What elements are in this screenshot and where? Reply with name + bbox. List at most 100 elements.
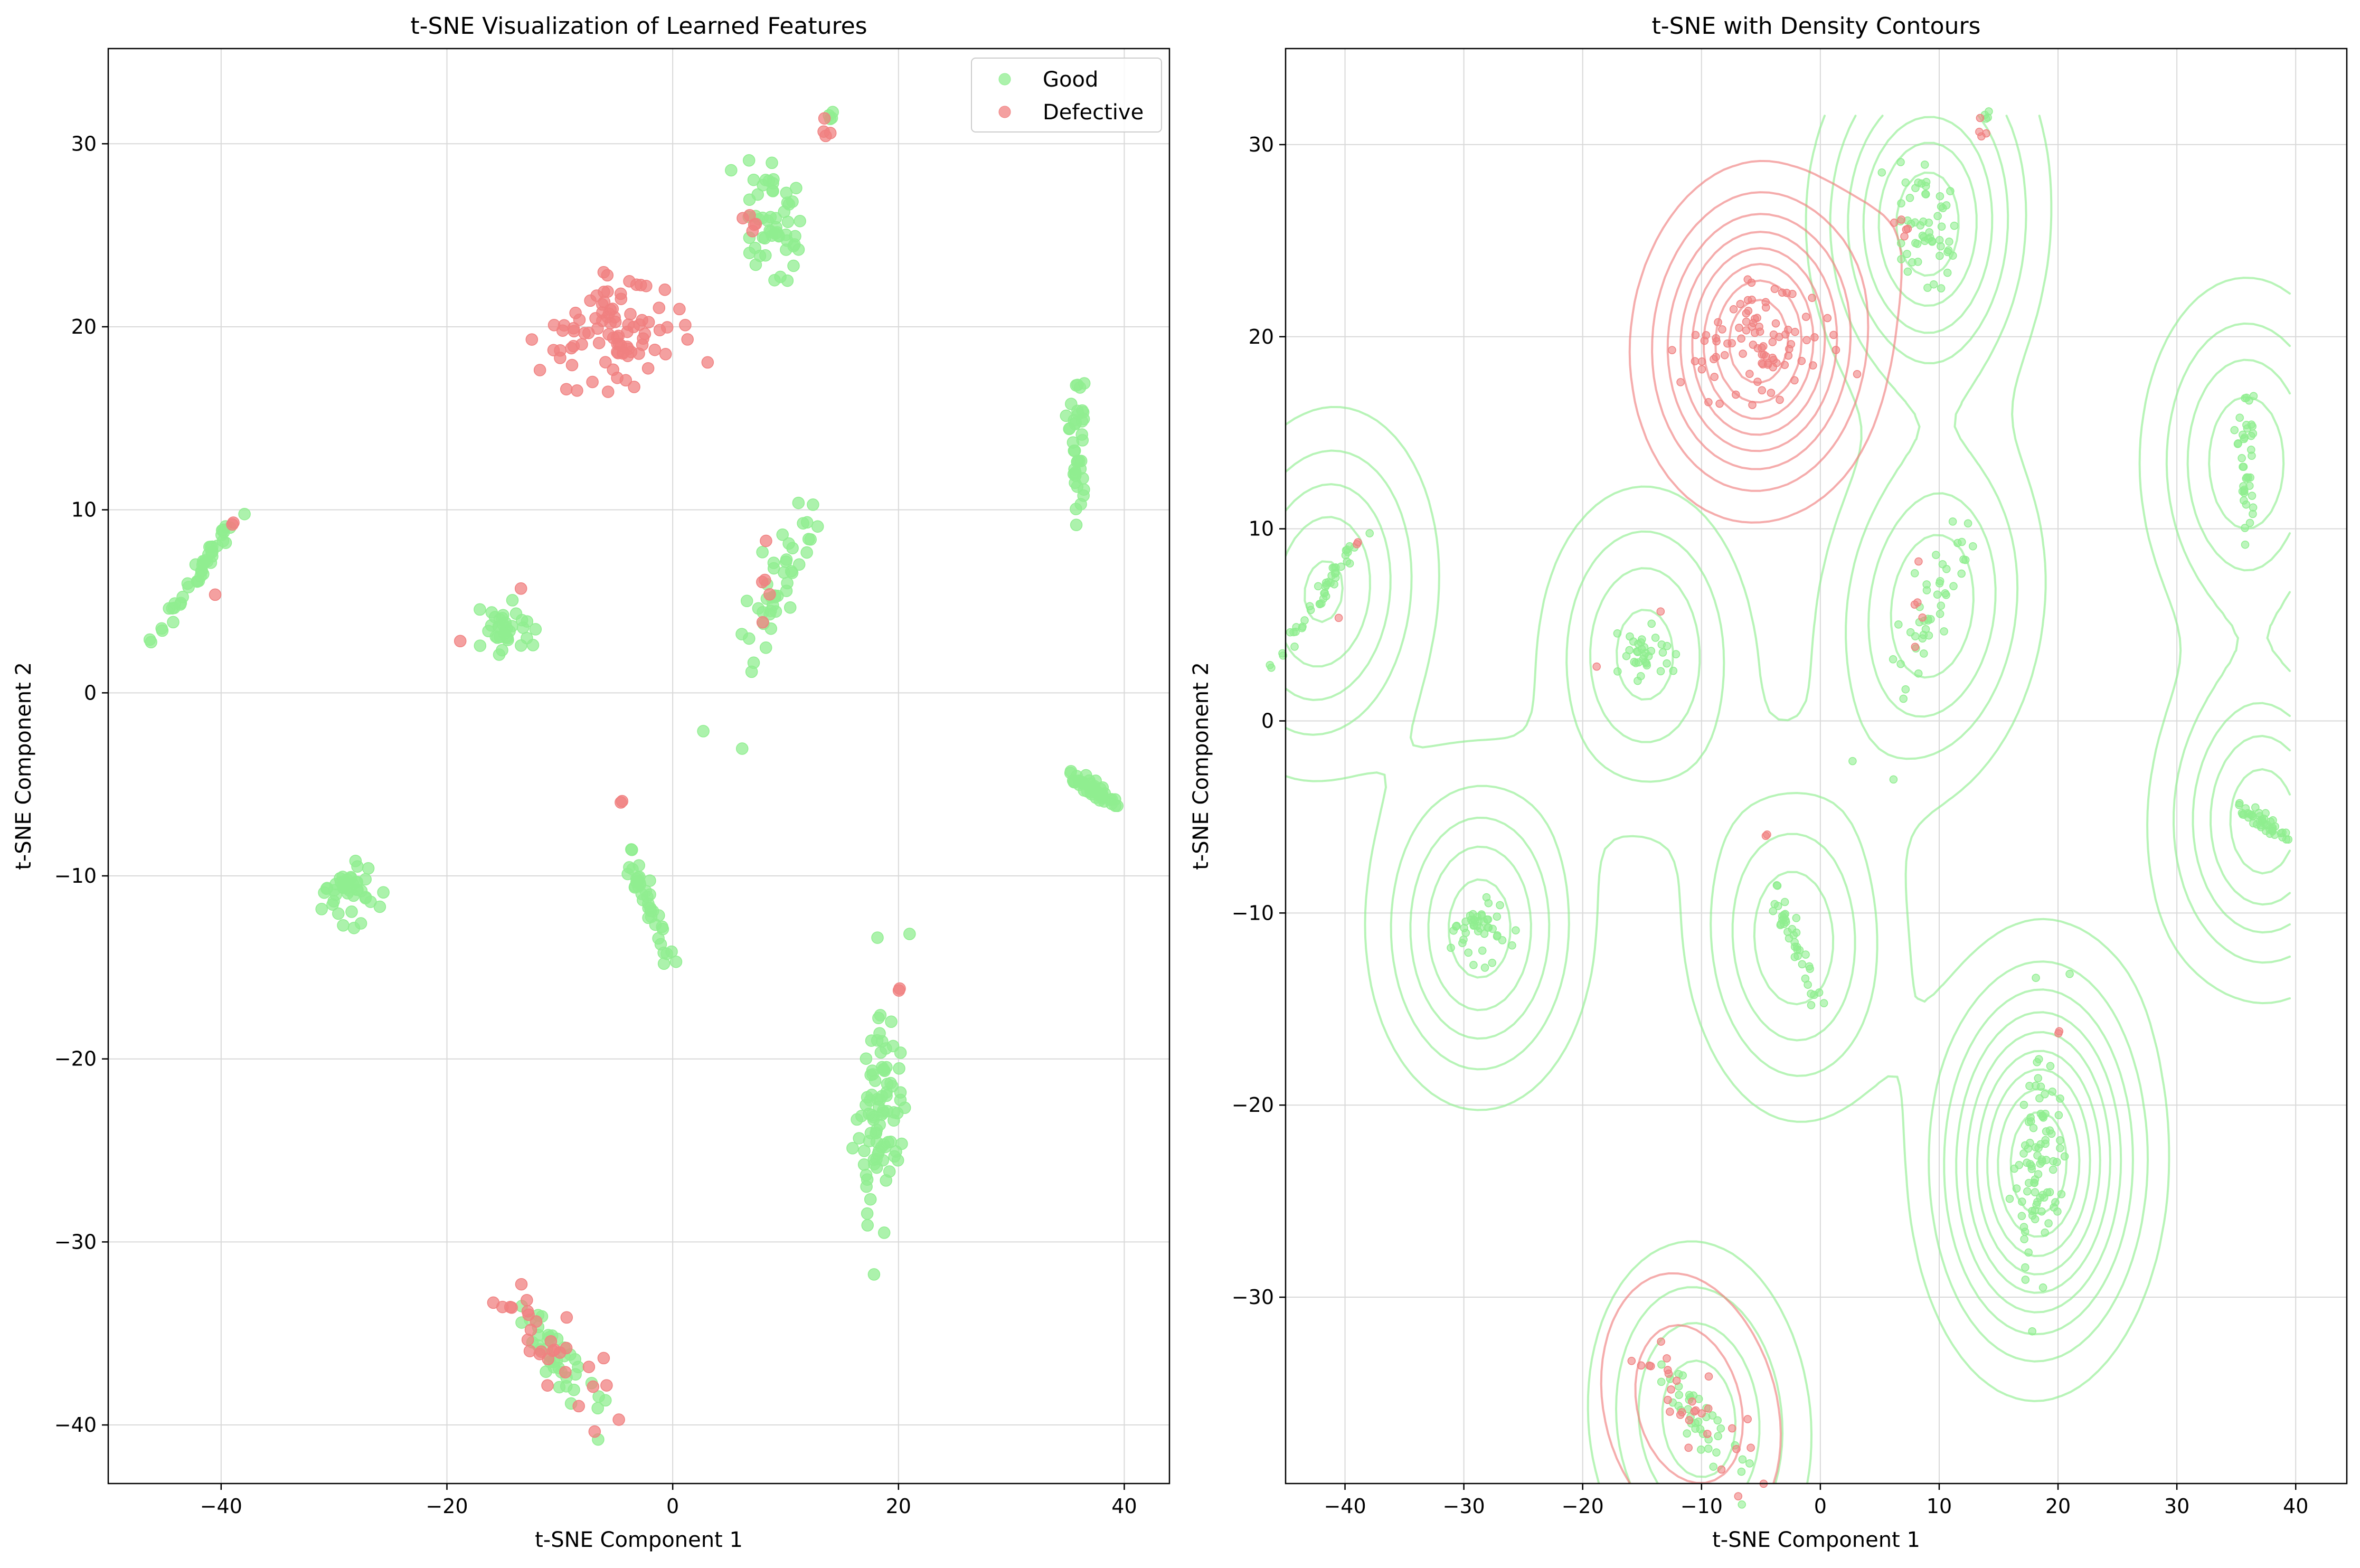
scatter-point-good bbox=[1647, 619, 1656, 628]
scatter-point-good bbox=[2026, 1139, 2034, 1147]
scatter-point-good bbox=[216, 535, 230, 547]
scatter-point-good bbox=[167, 616, 180, 629]
scatter-point-good bbox=[2031, 1143, 2040, 1152]
scatter-point-good bbox=[1478, 946, 1487, 955]
scatter-point-good bbox=[1944, 246, 1953, 254]
scatter-point-defective bbox=[1697, 1409, 1706, 1418]
scatter-point-good bbox=[735, 628, 748, 640]
scatter-point-defective bbox=[1749, 341, 1758, 349]
scatter-point-good bbox=[1479, 917, 1488, 926]
scatter-point-good bbox=[2021, 1227, 2029, 1236]
scatter-point-good bbox=[1903, 250, 1911, 258]
scatter-point-good bbox=[553, 1381, 566, 1394]
scatter-point-defective bbox=[1704, 398, 1713, 407]
scatter-point-good bbox=[1920, 160, 1929, 169]
scatter-point-defective bbox=[1627, 1357, 1636, 1365]
scatter-point-defective bbox=[1829, 330, 1838, 339]
scatter-point-defective bbox=[582, 1361, 596, 1373]
scatter-point-defective bbox=[1666, 1408, 1674, 1416]
scatter-point-good bbox=[871, 931, 884, 944]
scatter-point-defective bbox=[1703, 1430, 1712, 1438]
scatter-point-good bbox=[807, 498, 819, 511]
scatter-point-good bbox=[2245, 518, 2254, 527]
scatter-point-defective bbox=[1762, 352, 1770, 361]
scatter-point-good bbox=[1894, 620, 1903, 629]
scatter-point-good bbox=[362, 862, 375, 875]
scatter-point-good bbox=[1306, 602, 1314, 610]
scatter-point-defective bbox=[1664, 1395, 1672, 1404]
scatter-point-good bbox=[2238, 487, 2247, 496]
scatter-point-good bbox=[861, 1173, 874, 1186]
scatter-point-good bbox=[1903, 267, 1912, 276]
legend: Good Defective bbox=[971, 58, 1162, 133]
scatter-point-good bbox=[485, 606, 498, 619]
scatter-point-good bbox=[1957, 569, 1966, 578]
scatter-point-good bbox=[496, 644, 508, 657]
scatter-point-defective bbox=[1704, 1372, 1713, 1381]
scatter-point-good bbox=[2249, 819, 2258, 828]
scatter-point-defective bbox=[1685, 1416, 1694, 1424]
left-y-tick-label: −40 bbox=[54, 1413, 97, 1437]
scatter-point-good bbox=[1480, 964, 1489, 972]
scatter-point-defective bbox=[1734, 1492, 1743, 1500]
scatter-point-good bbox=[2234, 439, 2242, 448]
scatter-point-good bbox=[1074, 455, 1088, 467]
scatter-point-defective bbox=[1890, 219, 1899, 227]
scatter-point-defective bbox=[760, 534, 772, 547]
scatter-point-good bbox=[2230, 426, 2239, 434]
scatter-point-good bbox=[238, 507, 251, 521]
right-plot-frame bbox=[1285, 48, 2348, 1485]
scatter-point-defective bbox=[209, 588, 222, 601]
scatter-point-good bbox=[1452, 922, 1460, 931]
scatter-point-good bbox=[877, 1226, 891, 1239]
left-x-tick-label: −20 bbox=[426, 1495, 468, 1518]
scatter-point-defective bbox=[701, 356, 714, 369]
scatter-point-good bbox=[1469, 961, 1478, 969]
scatter-point-good bbox=[1330, 563, 1338, 572]
scatter-point-good bbox=[1663, 659, 1671, 668]
scatter-point-defective bbox=[1762, 303, 1770, 312]
scatter-point-good bbox=[794, 214, 806, 228]
scatter-point-good bbox=[1626, 632, 1634, 641]
scatter-point-defective bbox=[569, 307, 582, 319]
scatter-point-good bbox=[1642, 661, 1651, 670]
scatter-point-good bbox=[145, 636, 157, 649]
scatter-point-good bbox=[1745, 1459, 1754, 1468]
scatter-point-good bbox=[1674, 1402, 1683, 1410]
scatter-point-good bbox=[649, 918, 662, 931]
scatter-point-good bbox=[1088, 784, 1100, 797]
scatter-point-good bbox=[1493, 912, 1502, 921]
scatter-point-defective bbox=[600, 1379, 613, 1392]
scatter-point-good bbox=[2053, 1207, 2062, 1216]
scatter-point-good bbox=[1896, 158, 1905, 166]
scatter-point-good bbox=[1943, 268, 1952, 277]
scatter-point-good bbox=[1658, 648, 1667, 657]
scatter-point-defective bbox=[1676, 378, 1685, 386]
scatter-point-defective bbox=[648, 343, 662, 356]
scatter-point-defective bbox=[1755, 327, 1764, 336]
defective-density-contour bbox=[1666, 213, 1852, 470]
scatter-point-defective bbox=[1809, 361, 1817, 370]
scatter-point-good bbox=[749, 258, 762, 271]
scatter-point-good bbox=[2033, 1198, 2042, 1206]
left-y-tick-label: 20 bbox=[71, 315, 97, 338]
right-x-tick-label: 40 bbox=[2283, 1495, 2308, 1518]
scatter-point-good bbox=[2242, 393, 2251, 402]
scatter-point-good bbox=[2241, 540, 2250, 549]
scatter-point-good bbox=[1639, 655, 1648, 663]
scatter-point-good bbox=[633, 859, 645, 872]
scatter-point-good bbox=[1905, 194, 1914, 202]
scatter-point-good bbox=[1901, 685, 1910, 694]
scatter-point-good bbox=[2248, 492, 2257, 500]
scatter-point-good bbox=[1074, 498, 1087, 511]
scatter-point-good bbox=[871, 1093, 884, 1106]
right-plot: −40 −30 −20 −10 0 10 20 30 40 −30 −20 −10 0 10 20 30 t-… bbox=[1189, 13, 2348, 1552]
right-x-tick-label: −40 bbox=[1324, 1495, 1366, 1518]
scatter-point-defective bbox=[1763, 361, 1772, 369]
scatter-point-good bbox=[1324, 578, 1333, 586]
scatter-point-good bbox=[2005, 1194, 2014, 1203]
scatter-point-good bbox=[783, 601, 797, 614]
scatter-point-defective bbox=[541, 1379, 554, 1392]
scatter-point-good bbox=[740, 594, 753, 608]
scatter-point-good bbox=[745, 665, 758, 678]
